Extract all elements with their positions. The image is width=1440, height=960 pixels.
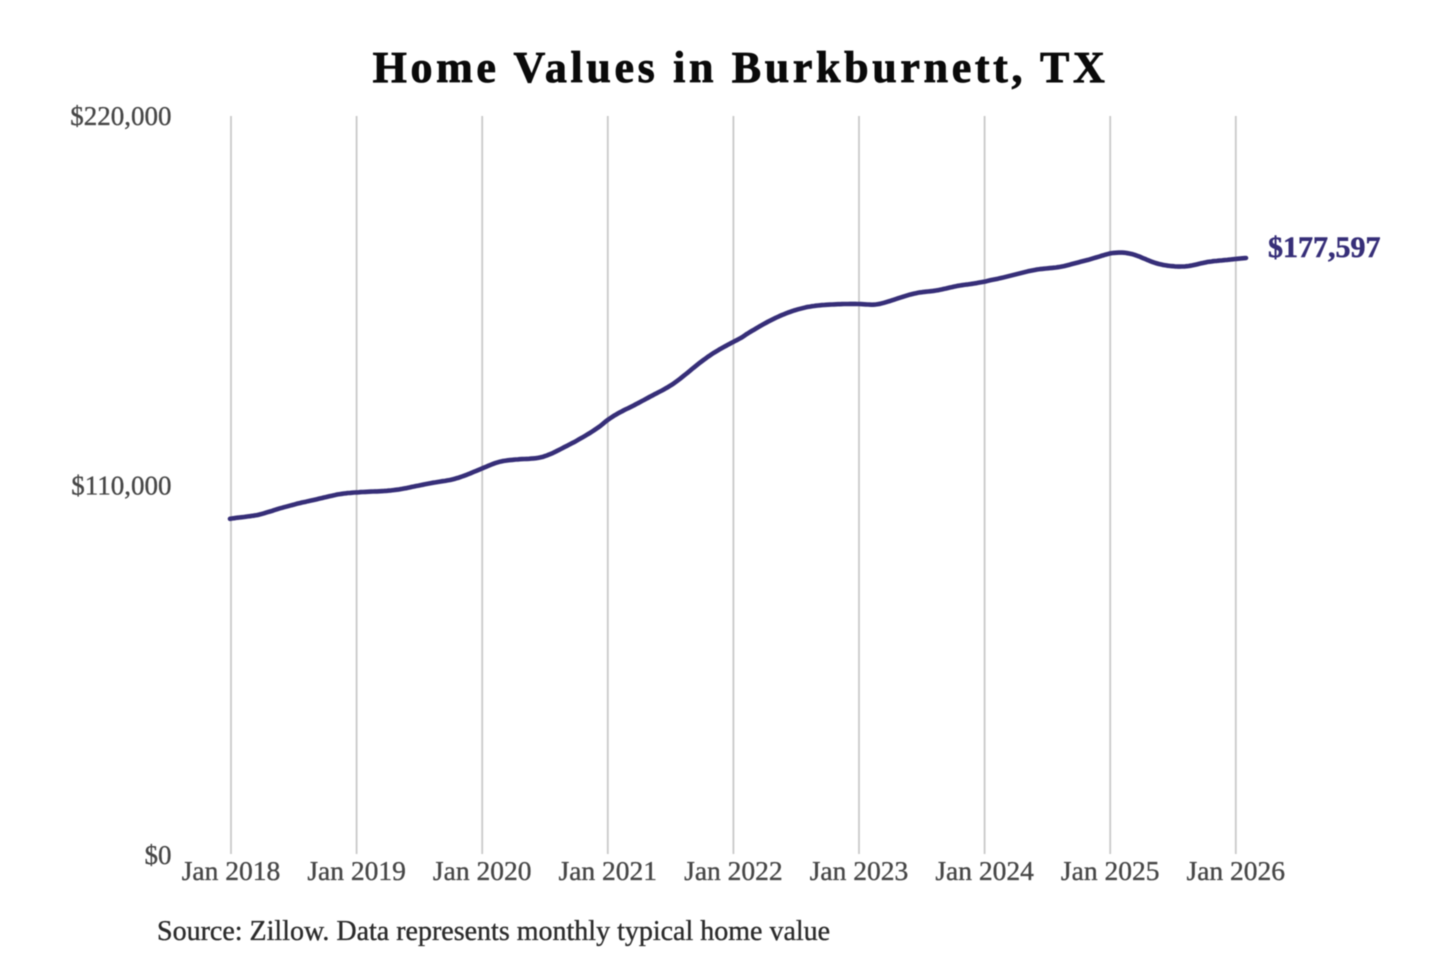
svg-text:$110,000: $110,000 bbox=[71, 470, 171, 500]
svg-text:Jan 2023: Jan 2023 bbox=[810, 855, 909, 886]
svg-text:Jan 2025: Jan 2025 bbox=[1061, 855, 1160, 886]
svg-text:Jan 2022: Jan 2022 bbox=[684, 855, 783, 886]
svg-text:Jan 2026: Jan 2026 bbox=[1187, 855, 1286, 886]
svg-text:Jan 2018: Jan 2018 bbox=[182, 855, 281, 886]
svg-text:$177,597: $177,597 bbox=[1268, 231, 1381, 264]
svg-text:$0: $0 bbox=[145, 840, 172, 870]
svg-text:Home Values in Burkburnett, TX: Home Values in Burkburnett, TX bbox=[373, 43, 1109, 92]
svg-text:Jan 2024: Jan 2024 bbox=[935, 855, 1034, 886]
svg-text:Jan 2021: Jan 2021 bbox=[559, 855, 658, 886]
svg-text:Jan 2020: Jan 2020 bbox=[433, 855, 532, 886]
svg-text:$220,000: $220,000 bbox=[70, 101, 171, 131]
svg-text:Source: Zillow. Data represent: Source: Zillow. Data represents monthly … bbox=[157, 916, 830, 947]
svg-text:Jan 2019: Jan 2019 bbox=[307, 855, 406, 886]
